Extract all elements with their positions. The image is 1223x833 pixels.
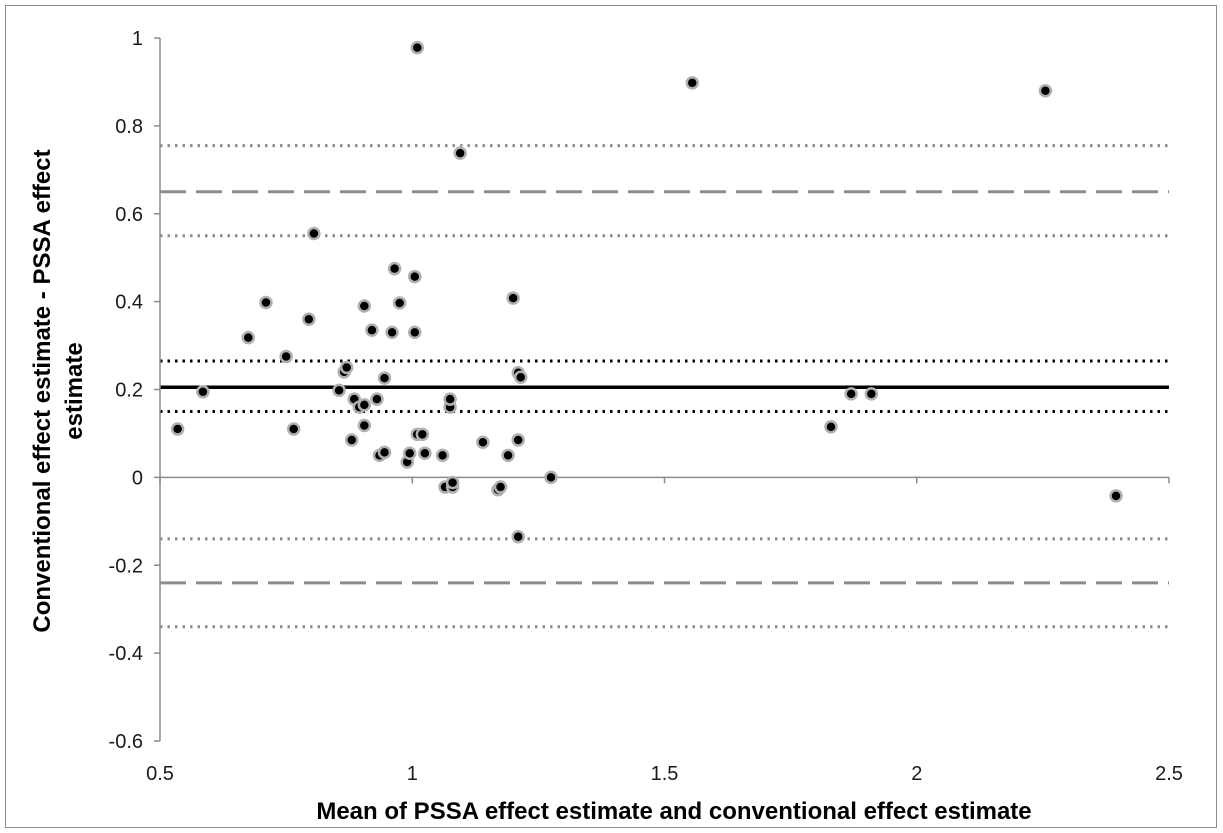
axes: -0.6 -0.4 -0.2 0 0.2 0.4 0.6 0.8 1 0.5 1 1.5 2 2.5 (109, 28, 1183, 785)
data-point (286, 422, 301, 436)
data-point (443, 392, 457, 406)
data-point (332, 383, 346, 398)
y-tick-label: 0.6 (115, 204, 143, 226)
data-point (357, 299, 372, 313)
y-tick-label: 0.8 (115, 116, 143, 138)
data-point (196, 384, 210, 399)
data-point (241, 330, 256, 345)
y-tick-label: -0.4 (109, 643, 143, 665)
data-point (864, 387, 879, 401)
data-point (476, 435, 490, 449)
data-point (410, 40, 425, 55)
x-tick-label: 1.5 (651, 763, 679, 785)
data-point (1038, 83, 1053, 98)
y-tick-label: 0.4 (115, 292, 143, 314)
data-point (344, 433, 359, 447)
data-point (170, 422, 185, 436)
data-point (453, 146, 467, 160)
data-point (418, 446, 432, 460)
data-point (511, 529, 525, 544)
data-point (435, 448, 450, 463)
data-points (170, 40, 1123, 544)
data-point (307, 226, 321, 241)
data-point (415, 427, 430, 442)
data-point (377, 371, 392, 385)
data-point (408, 269, 422, 284)
data-point (1109, 489, 1123, 503)
data-point (385, 325, 399, 340)
y-tick-label: -0.6 (109, 731, 143, 753)
chart-frame: -0.6 -0.4 -0.2 0 0.2 0.4 0.6 0.8 1 0.5 1 1.5 2 2.5 Me… (5, 5, 1217, 828)
data-point (493, 480, 508, 494)
data-point (370, 392, 384, 406)
data-point (279, 349, 293, 364)
reference-lines (160, 144, 1169, 629)
data-point (259, 295, 273, 310)
y-axis-title-line-1: Conventional effect estimate - PSSA effe… (29, 149, 56, 632)
data-point (513, 370, 528, 384)
data-point (506, 291, 520, 305)
data-point (844, 387, 858, 401)
data-point (377, 445, 392, 460)
y-axis-title-line-2: estimate (61, 342, 88, 439)
y-tick-label: -0.2 (109, 555, 143, 577)
y-tick-label: 0 (132, 467, 143, 489)
x-tick-label: 2.5 (1155, 763, 1183, 785)
data-point (685, 76, 699, 90)
data-point (544, 470, 558, 485)
data-point (392, 296, 407, 310)
y-tick-label: 1 (132, 28, 143, 50)
data-point (365, 323, 379, 337)
x-tick-label: 2 (911, 763, 922, 785)
data-point (387, 261, 402, 276)
data-point (302, 312, 316, 326)
x-tick-label: 1 (407, 763, 418, 785)
data-point (339, 360, 354, 375)
data-point (357, 418, 372, 433)
data-point (402, 446, 417, 460)
scatter-plot: -0.6 -0.4 -0.2 0 0.2 0.4 0.6 0.8 1 0.5 1 1.5 2 2.5 Me… (29, 28, 1183, 825)
data-point (511, 433, 525, 447)
data-point (445, 475, 460, 490)
data-point (824, 420, 838, 434)
data-point (501, 448, 515, 463)
x-tick-label: 0.5 (146, 763, 174, 785)
data-point (408, 325, 422, 340)
y-tick-label: 0.2 (115, 380, 143, 402)
x-axis-title: Mean of PSSA effect estimate and convent… (316, 798, 1031, 825)
data-point (357, 398, 372, 412)
